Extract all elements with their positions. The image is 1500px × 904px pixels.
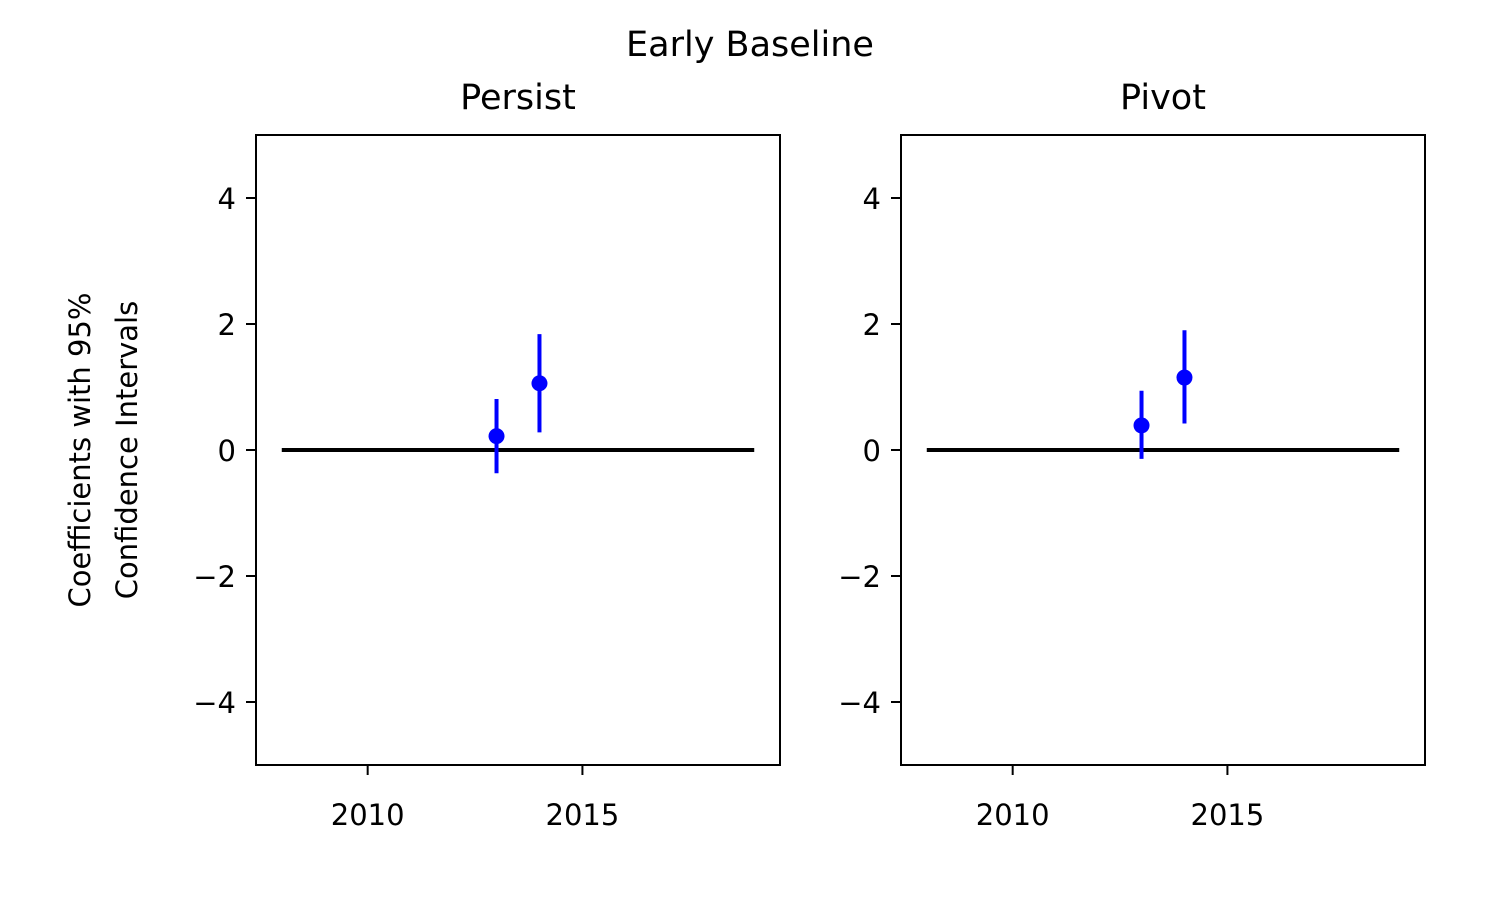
x-tick-label: 2010 <box>331 798 405 832</box>
y-axis-label-line1: Coefficients with 95% <box>63 293 97 608</box>
panel-title: Pivot <box>1120 78 1206 118</box>
y-axis-label-line2: Confidence Intervals <box>110 301 144 599</box>
y-tick-label: −2 <box>193 560 236 594</box>
y-tick-label: 0 <box>863 434 881 468</box>
y-tick-label: −4 <box>193 686 236 720</box>
data-point <box>1133 417 1150 434</box>
panel-persist: Persist −4 −2 0 2 4 2010 2015 <box>193 78 781 832</box>
figure-suptitle: Early Baseline <box>626 25 874 65</box>
y-tick-label: 4 <box>218 182 236 216</box>
y-tick-label: 4 <box>863 182 881 216</box>
panel-pivot: Pivot −4 −2 0 2 4 2010 2015 <box>838 78 1426 832</box>
panel-title: Persist <box>460 78 576 118</box>
y-tick-label: 0 <box>218 434 236 468</box>
x-tick-label: 2015 <box>546 798 620 832</box>
x-tick-label: 2010 <box>976 798 1050 832</box>
y-tick-label: 2 <box>218 308 236 342</box>
data-point <box>488 428 505 445</box>
y-tick-label: −2 <box>838 560 881 594</box>
y-tick-label: 2 <box>863 308 881 342</box>
data-point <box>531 375 548 392</box>
y-tick-label: −4 <box>838 686 881 720</box>
data-point <box>1176 369 1193 386</box>
x-tick-label: 2015 <box>1191 798 1265 832</box>
